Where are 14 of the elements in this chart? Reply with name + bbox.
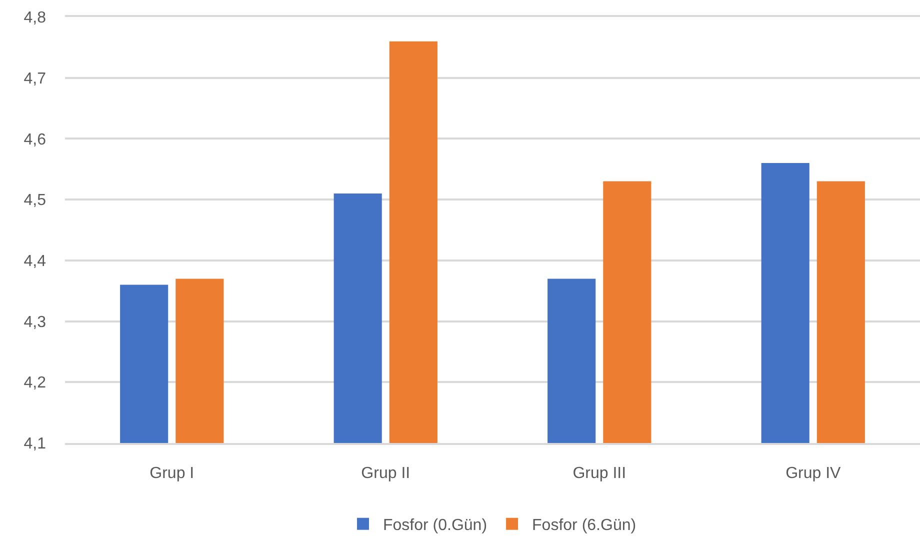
x-tick-label: Grup IV <box>786 464 842 482</box>
x-tick-label: Grup II <box>361 464 410 482</box>
x-tick-label: Grup III <box>572 464 626 482</box>
x-tick-label: Grup I <box>150 464 194 482</box>
y-tick-label: 4,8 <box>24 10 46 27</box>
y-tick-label: 4,3 <box>24 314 46 331</box>
y-tick-label: 4,7 <box>24 70 46 88</box>
y-tick-label: 4,1 <box>24 436 46 453</box>
y-tick-label: 4,4 <box>24 253 46 270</box>
y-tick-label: 4,5 <box>24 192 46 210</box>
legend-label: Fosfor (0.Gün) <box>383 517 488 534</box>
y-tick-label: 4,6 <box>24 131 46 148</box>
legend-label: Fosfor (6.Gün) <box>532 517 636 534</box>
y-tick-label: 4,2 <box>24 374 46 392</box>
